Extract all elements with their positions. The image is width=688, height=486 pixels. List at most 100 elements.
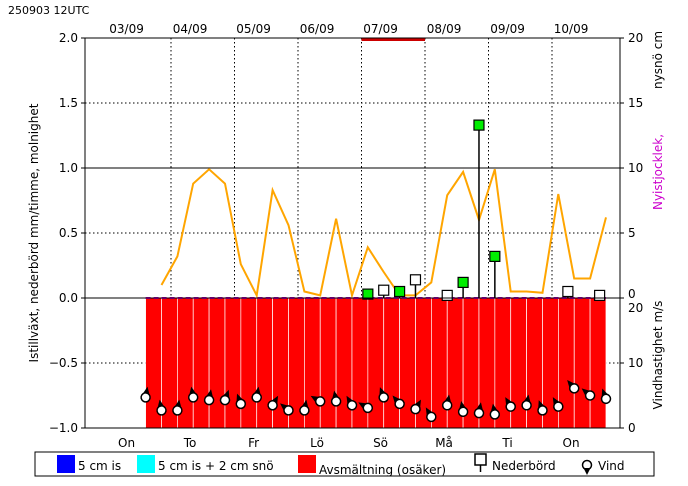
right-top-axis-label-1: nysnö cm xyxy=(651,31,665,89)
melt-bar-11 xyxy=(319,297,337,429)
wind-marker-10 xyxy=(299,399,310,416)
wind-circle-21 xyxy=(473,407,485,419)
wind-marker-21 xyxy=(473,402,485,419)
wind-marker-25 xyxy=(537,400,548,416)
legend-swatch-ice-snow xyxy=(137,455,155,473)
wind-circle-15 xyxy=(378,392,389,403)
left-tick-label-2: 0.0 xyxy=(59,291,78,305)
wind-circle-4 xyxy=(203,394,215,406)
weekday-labels: On To Fr Lö Sö Må Ti On xyxy=(118,436,580,450)
wind-circle-13 xyxy=(346,400,358,411)
wind-marker-5 xyxy=(219,389,231,406)
legend-label-melt: Avsmältning (osäker) xyxy=(319,463,446,477)
wind-circle-6 xyxy=(235,398,247,410)
wind-circle-1 xyxy=(156,405,167,416)
left-tick-label-5: 1.5 xyxy=(59,96,78,110)
wind-circle-20 xyxy=(457,406,469,418)
wind-marker-14 xyxy=(358,402,374,414)
right-top-tick-label-2: 10 xyxy=(628,161,643,175)
wind-marker-9 xyxy=(280,403,294,416)
legend-wind-icon-arrow xyxy=(583,468,591,475)
right-bottom-axis-label: Vindhastighet m/s xyxy=(651,301,665,410)
left-y-ticks: −1.0 −0.5 0.0 0.5 1.0 1.5 2.0 xyxy=(49,31,85,435)
wind-arrow-28 xyxy=(581,388,591,397)
wind-circle-24 xyxy=(521,400,532,411)
precip-marker-5 xyxy=(457,276,469,288)
wind-circle-28 xyxy=(584,390,596,401)
wind-marker-15 xyxy=(378,387,389,403)
wind-circle-5 xyxy=(219,394,231,406)
wind-marker-6 xyxy=(235,393,247,410)
wind-marker-23 xyxy=(505,397,516,412)
left-tick-label-3: 0.5 xyxy=(59,226,78,240)
precip-marker-6 xyxy=(473,119,485,131)
wind-circle-10 xyxy=(299,405,310,416)
top-date-label-6: 09/09 xyxy=(490,22,525,36)
wind-marker-16 xyxy=(392,395,405,410)
top-date-label-7: 10/09 xyxy=(554,22,589,36)
wind-circle-14 xyxy=(362,402,374,414)
weekday-label-4: Sö xyxy=(373,436,388,450)
wind-marker-24 xyxy=(521,394,532,411)
melt-bar-28 xyxy=(589,297,607,429)
wind-circle-12 xyxy=(330,396,342,407)
top-date-label-5: 08/09 xyxy=(427,22,462,36)
legend-swatch-ice xyxy=(57,455,75,473)
wind-circle-23 xyxy=(505,401,516,412)
right-top-axis-label-2: Nyistjocklek, xyxy=(651,134,665,210)
wind-circle-8 xyxy=(267,400,278,411)
melt-bar-27 xyxy=(573,297,591,429)
right-bottom-tick-label-1: 10 xyxy=(628,356,643,370)
wind-marker-4 xyxy=(203,389,215,406)
cloudiness-line xyxy=(160,167,607,300)
wind-marker-29 xyxy=(600,388,612,405)
right-top-tick-label-4: 20 xyxy=(628,31,643,45)
wind-marker-27 xyxy=(567,379,580,394)
right-top-tick-label-1: 5 xyxy=(628,226,636,240)
wind-marker-17 xyxy=(410,399,421,415)
legend: 5 cm is 5 cm is + 2 cm snö Avsmältning (… xyxy=(34,451,655,477)
wind-marker-0 xyxy=(140,386,151,403)
right-bottom-tick-label-2: 20 xyxy=(628,301,643,315)
precipitation-series xyxy=(362,119,606,301)
wind-marker-2 xyxy=(172,399,183,416)
precip-marker-8 xyxy=(562,285,574,298)
wind-marker-7 xyxy=(251,386,262,403)
left-tick-label-1: −0.5 xyxy=(49,356,78,370)
wind-circle-11 xyxy=(314,396,326,407)
wind-circle-0 xyxy=(140,392,151,403)
melt-bar-4 xyxy=(208,297,226,429)
legend-swatch-melt xyxy=(298,455,316,473)
left-axis-label: Istillväxt, nederbörd mm/timme, molnighe… xyxy=(27,103,41,362)
precip-marker-1 xyxy=(378,284,390,296)
wind-circle-17 xyxy=(410,403,421,415)
wind-circle-27 xyxy=(568,383,580,394)
wind-marker-18 xyxy=(425,407,437,423)
wind-marker-1 xyxy=(156,399,167,416)
legend-label-ice: 5 cm is xyxy=(78,459,121,473)
melt-bar-3 xyxy=(192,297,210,429)
wind-series xyxy=(140,379,612,423)
weekday-label-6: Ti xyxy=(501,436,512,450)
wind-marker-20 xyxy=(457,400,469,418)
wind-circle-16 xyxy=(394,398,405,410)
right-bottom-tick-label-0: 0 xyxy=(628,421,636,435)
top-date-label-4: 07/09 xyxy=(363,22,398,36)
wind-circle-2 xyxy=(172,405,183,416)
top-date-label-3: 06/09 xyxy=(300,22,335,36)
precip-marker-9 xyxy=(594,289,606,301)
wind-circle-9 xyxy=(283,405,294,416)
wind-circle-18 xyxy=(426,411,437,423)
wind-marker-26 xyxy=(552,397,564,412)
legend-precip-icon xyxy=(474,453,487,466)
precip-marker-2 xyxy=(394,285,406,298)
wind-circle-7 xyxy=(251,392,262,403)
top-date-label-0: 03/09 xyxy=(109,22,144,36)
wind-circle-26 xyxy=(553,401,564,412)
legend-label-ice-snow: 5 cm is + 2 cm snö xyxy=(158,459,274,473)
wind-circle-19 xyxy=(441,400,453,411)
wind-circle-29 xyxy=(600,393,612,405)
top-date-labels: 03/09 04/09 05/09 06/09 07/09 08/09 09/09 10/09 xyxy=(109,22,588,36)
